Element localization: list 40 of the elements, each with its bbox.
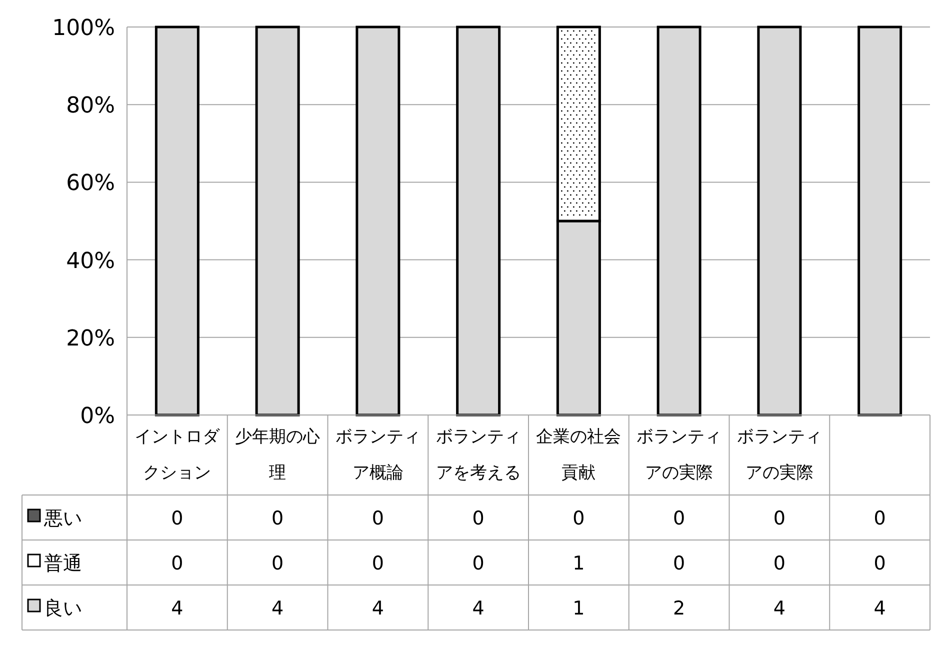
text: 0 bbox=[773, 508, 786, 530]
text: 0 bbox=[372, 552, 384, 574]
legend-label: 普通 bbox=[44, 552, 82, 574]
legend-label: 悪い bbox=[43, 508, 82, 530]
text: 0 bbox=[773, 552, 786, 574]
x-tick-label: 少年期の心理 bbox=[234, 426, 322, 485]
text: 1 bbox=[572, 598, 585, 620]
x-tick-label: ボランティアを考える bbox=[434, 426, 522, 485]
y-tick-label: 60% bbox=[66, 171, 115, 196]
text: 0 bbox=[171, 508, 184, 530]
x-tick-label: ボランティアの実際 bbox=[736, 426, 823, 485]
text: 0 bbox=[171, 552, 184, 574]
x-tick-label: ボランティアの実際 bbox=[636, 426, 723, 485]
text: 4 bbox=[272, 598, 284, 620]
y-tick-label: 40% bbox=[66, 248, 115, 274]
x-tick-label: イントロダクション bbox=[134, 426, 221, 485]
text: 0 bbox=[272, 508, 284, 530]
y-tick-label: 100% bbox=[52, 16, 115, 41]
text: 0 bbox=[472, 508, 484, 530]
text: 0 bbox=[372, 508, 384, 530]
text: 4 bbox=[773, 598, 786, 620]
x-tick-label: ボランティア概論 bbox=[334, 426, 422, 485]
y-tick-label: 20% bbox=[66, 326, 115, 352]
text: 1 bbox=[572, 552, 585, 574]
text: 0 bbox=[673, 508, 686, 530]
text: 0 bbox=[472, 552, 484, 574]
text: 0 bbox=[673, 552, 686, 574]
y-tick-label: 80% bbox=[66, 94, 115, 119]
text: 4 bbox=[874, 598, 886, 620]
text: 0 bbox=[874, 552, 886, 574]
text: 0 bbox=[572, 508, 585, 530]
text: 4 bbox=[472, 598, 484, 620]
text: 4 bbox=[171, 598, 184, 620]
x-tick-label: 企業の社会貢献 bbox=[535, 426, 622, 485]
text: 0 bbox=[874, 508, 886, 530]
text: 4 bbox=[372, 598, 384, 620]
text: 0 bbox=[272, 552, 284, 574]
y-tick-label: 0% bbox=[80, 404, 115, 429]
legend-label: 良い bbox=[44, 598, 82, 620]
text: 2 bbox=[673, 598, 686, 620]
